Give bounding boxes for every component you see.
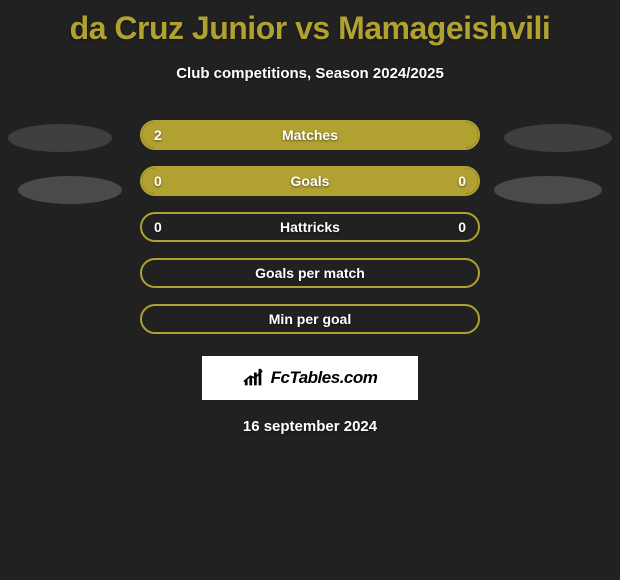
source-text: FcTables.com (271, 368, 378, 388)
stat-label: Hattricks (280, 219, 340, 235)
stat-label: Matches (282, 127, 338, 143)
stat-row: Min per goal (0, 304, 620, 334)
chart-icon (243, 368, 265, 388)
stat-value-left: 0 (154, 219, 162, 235)
stat-label: Min per goal (269, 311, 351, 327)
stat-label: Goals per match (255, 265, 365, 281)
stat-label: Goals (291, 173, 330, 189)
stat-value-right: 0 (458, 219, 466, 235)
stat-bar: Min per goal (140, 304, 480, 334)
subtitle: Club competitions, Season 2024/2025 (0, 65, 620, 82)
page-title: da Cruz Junior vs Mamageishvili (0, 0, 620, 47)
player-left-blob-2 (18, 176, 122, 204)
stat-bar: 0 0 Goals (140, 166, 480, 196)
player-left-blob-1 (8, 124, 112, 152)
stat-bar: Goals per match (140, 258, 480, 288)
stat-value-left: 0 (154, 173, 162, 189)
stat-bar: 2 Matches (140, 120, 480, 150)
stat-rows: 2 Matches 0 0 Goals 0 0 Hattricks Goals per matc… (0, 120, 620, 334)
stat-bar: 0 0 Hattricks (140, 212, 480, 242)
stat-value-right: 0 (458, 173, 466, 189)
player-right-blob-2 (494, 176, 602, 204)
player-right-blob-1 (504, 124, 612, 152)
stat-row: Goals per match (0, 258, 620, 288)
stat-value-left: 2 (154, 127, 162, 143)
source-badge: FcTables.com (202, 356, 418, 400)
stat-row: 0 0 Hattricks (0, 212, 620, 242)
date-text: 16 september 2024 (0, 418, 620, 435)
